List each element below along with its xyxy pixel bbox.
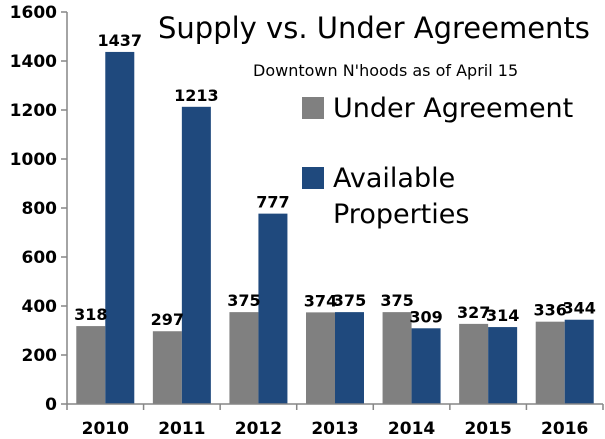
bar-under-agreement (459, 323, 489, 404)
data-label: 327 (457, 303, 490, 322)
x-tick-label: 2015 (464, 419, 511, 439)
chart-subtitle: Downtown N'hoods as of April 15 (253, 61, 518, 80)
data-label: 374 (304, 291, 337, 310)
bar-available-properties (258, 213, 288, 404)
data-label: 375 (333, 291, 366, 310)
y-tick-label: 0 (45, 395, 57, 415)
data-label: 344 (563, 299, 596, 318)
bar-available-properties (564, 319, 594, 404)
x-tick-label: 2010 (82, 419, 129, 439)
data-label: 777 (256, 193, 289, 212)
x-tick-label: 2012 (235, 419, 282, 439)
legend-swatch-available-properties (302, 167, 324, 189)
data-label: 297 (151, 310, 184, 329)
bar-under-agreement (382, 312, 412, 404)
chart-title: Supply vs. Under Agreements (158, 11, 590, 45)
bars (76, 51, 594, 405)
y-tick-label: 1200 (10, 101, 57, 121)
y-tick-label: 200 (22, 346, 58, 366)
legend: Under Agreement Available Properties (302, 93, 573, 230)
bar-under-agreement (229, 312, 259, 404)
x-tick-label: 2014 (388, 419, 435, 439)
bar-under-agreement (76, 326, 106, 404)
bar-under-agreement (306, 312, 335, 404)
y-tick-label: 1600 (10, 3, 57, 23)
bar-available-properties (181, 106, 211, 404)
data-label: 336 (534, 301, 567, 320)
data-label: 1437 (98, 31, 143, 50)
data-label: 314 (486, 306, 519, 325)
data-label: 1213 (174, 86, 219, 105)
x-axis-ticks: 2010 2011 2012 2013 2014 2015 2016 (82, 419, 589, 439)
data-label: 375 (227, 291, 260, 310)
legend-label-under-agreement: Under Agreement (333, 93, 573, 124)
bar-under-agreement (152, 331, 182, 404)
bar-available-properties (105, 51, 135, 405)
bar-available-properties (335, 312, 364, 404)
legend-label-available-properties-line2: Properties (333, 199, 469, 230)
y-tick-label: 1400 (10, 52, 57, 72)
data-label: 309 (409, 307, 442, 326)
legend-label-available-properties-line1: Available (333, 163, 455, 194)
x-tick-label: 2013 (311, 419, 358, 439)
x-axis-tick-marks (66, 404, 604, 410)
bar-under-agreement (535, 321, 565, 404)
legend-swatch-under-agreement (302, 97, 324, 119)
y-tick-label: 1000 (10, 150, 57, 170)
bar-available-properties (488, 327, 518, 404)
data-label: 375 (380, 291, 413, 310)
y-tick-label: 800 (22, 199, 58, 219)
x-tick-label: 2011 (158, 419, 205, 439)
y-tick-label: 600 (22, 248, 58, 268)
y-axis-ticks: 0 200 400 600 800 1000 1200 1400 1600 (10, 3, 67, 415)
y-tick-label: 400 (22, 297, 58, 317)
data-label: 318 (74, 305, 107, 324)
x-tick-label: 2016 (541, 419, 588, 439)
bar-available-properties (411, 328, 441, 404)
